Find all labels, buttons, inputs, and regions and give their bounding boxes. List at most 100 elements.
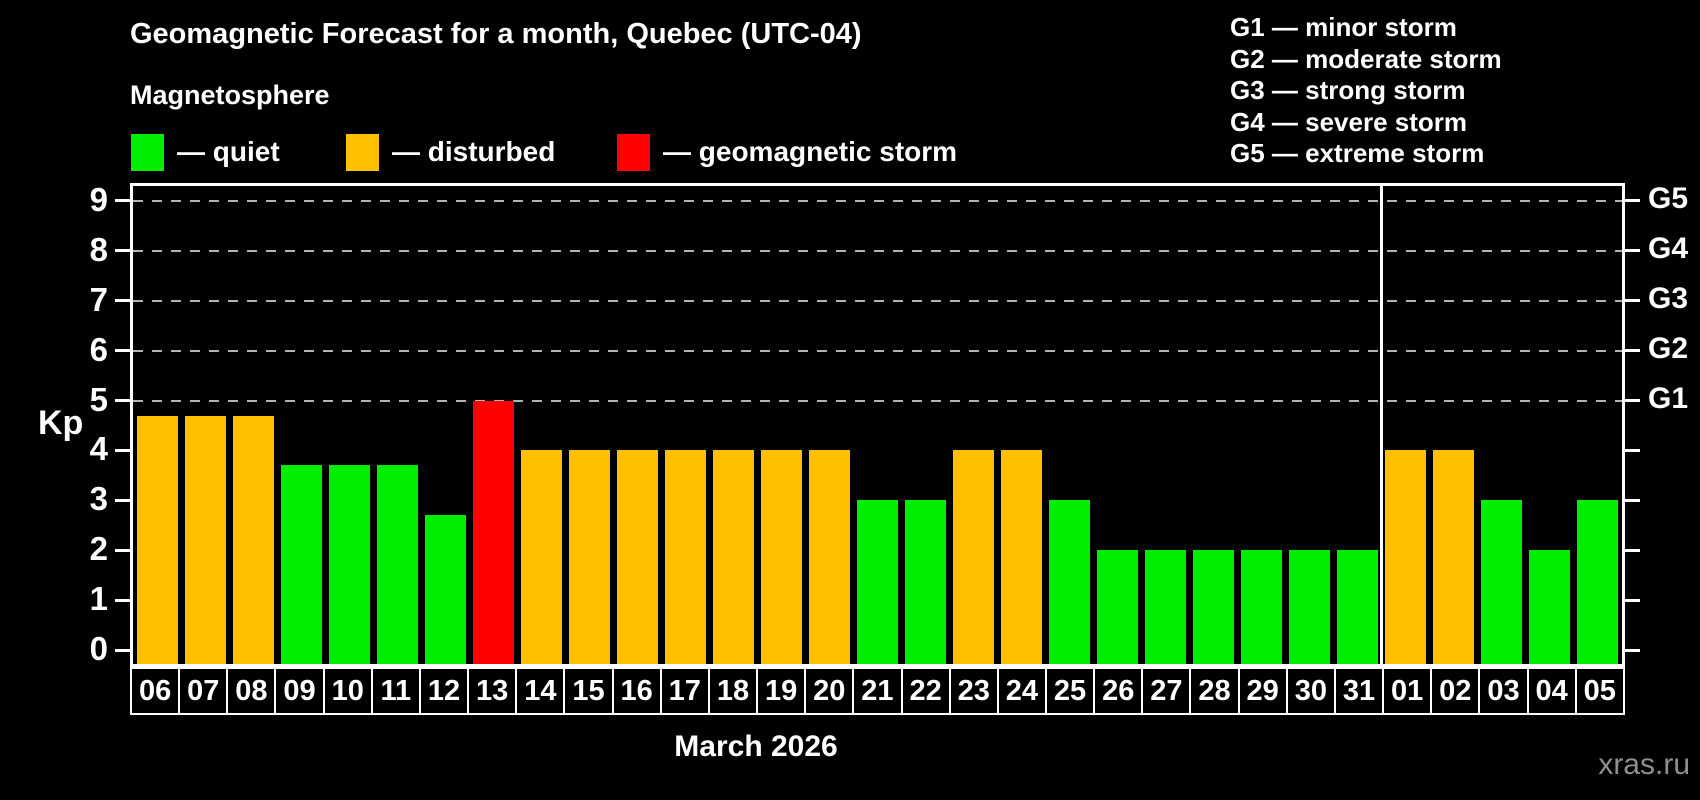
day-cell: 04 <box>1526 667 1577 715</box>
g-legend-line-g4: G4 — severe storm <box>1230 106 1468 137</box>
y-axis-tick-left <box>115 548 130 552</box>
y-axis-tick-right <box>1625 249 1640 253</box>
g-scale-legend: G1 — minor storm G2 — moderate storm G3 … <box>1230 12 1502 170</box>
kp-bar <box>1385 450 1427 664</box>
gridline <box>133 199 1622 202</box>
y-axis-tick-label: 0 <box>89 630 108 667</box>
kp-bar <box>424 515 466 664</box>
day-cell: 12 <box>418 667 470 715</box>
day-cell: 20 <box>804 667 855 715</box>
day-cell: 07 <box>178 667 229 715</box>
kp-bar <box>1481 500 1523 664</box>
legend-item-quiet: — quiet <box>131 132 280 172</box>
kp-bar <box>1097 550 1139 664</box>
y-axis-tick-label: 3 <box>89 480 108 518</box>
kp-bar <box>712 450 754 664</box>
day-cell: 02 <box>1430 667 1481 715</box>
kp-bar <box>616 450 658 664</box>
kp-bar <box>232 415 274 664</box>
day-cell: 09 <box>274 667 325 715</box>
kp-bar <box>1193 550 1235 664</box>
y-axis-tick-label: 6 <box>89 330 108 368</box>
y-axis-tick-right <box>1625 448 1640 452</box>
y-axis-tick-label: 7 <box>89 280 108 318</box>
day-cell: 08 <box>226 667 277 715</box>
y-axis-tick-right <box>1625 299 1640 303</box>
day-cell: 31 <box>1333 667 1385 715</box>
watermark: xras.ru <box>1598 748 1690 781</box>
day-cell: 24 <box>996 667 1047 715</box>
day-cell: 03 <box>1478 667 1529 715</box>
y-axis-tick-left <box>115 598 130 602</box>
day-cell: 28 <box>1189 667 1240 715</box>
g-legend-line-g3: G3 — strong storm <box>1230 75 1466 105</box>
day-cell: 18 <box>707 667 759 715</box>
kp-bar <box>856 500 898 664</box>
y-axis-tick-right <box>1625 349 1640 353</box>
g-scale-label: G1 <box>1648 381 1689 415</box>
y-axis-tick-right <box>1625 548 1640 552</box>
month-divider-line <box>1380 186 1384 664</box>
day-cell: 10 <box>322 667 373 715</box>
kp-bar <box>808 450 850 664</box>
kp-bar <box>472 400 514 664</box>
day-cell: 26 <box>1093 667 1144 715</box>
day-cell: 19 <box>756 667 807 715</box>
month-label: March 2026 <box>674 730 838 763</box>
y-axis-tick-right <box>1625 199 1640 203</box>
legend-quiet-label: — quiet <box>177 136 280 167</box>
kp-axis-label: Kp <box>38 404 84 442</box>
plot-inner <box>133 186 1622 664</box>
y-axis-tick-left <box>115 498 130 502</box>
kp-bar <box>760 450 802 664</box>
legend-disturbed-label: — disturbed <box>392 136 556 167</box>
quiet-color-swatch-icon <box>131 133 164 171</box>
kp-bar <box>905 500 947 664</box>
g-legend-line-g2: G2 — moderate storm <box>1230 43 1502 74</box>
kp-bar <box>1289 550 1331 664</box>
kp-bar <box>184 415 226 664</box>
kp-bar <box>1241 550 1283 664</box>
day-cell: 29 <box>1237 667 1288 715</box>
chart-subtitle: Magnetosphere <box>130 80 330 110</box>
day-cell: 17 <box>659 667 710 715</box>
y-axis-tick-left <box>115 448 130 452</box>
day-cell: 25 <box>1044 667 1096 715</box>
y-axis-tick-left <box>115 299 130 303</box>
kp-bar <box>1337 550 1379 664</box>
kp-bar <box>664 450 706 664</box>
gridline <box>133 349 1622 352</box>
kp-bar <box>136 415 178 664</box>
day-cell: 30 <box>1285 667 1336 715</box>
kp-bar <box>568 450 610 664</box>
gridline <box>133 299 1622 302</box>
g-scale-label: G5 <box>1648 181 1689 215</box>
day-cell: 23 <box>948 667 999 715</box>
day-cell: 05 <box>1574 667 1625 715</box>
gridline <box>133 249 1622 252</box>
kp-bar <box>1433 450 1475 664</box>
y-axis-tick-left <box>115 199 130 203</box>
day-label-row: 06 07 08 09 10 11 12 13 14 15 16 17 18 19 20 21 22 23 24 25… <box>130 667 1625 715</box>
y-axis-tick-right <box>1625 498 1640 502</box>
kp-bar <box>520 450 562 664</box>
y-axis-tick-left <box>115 399 130 403</box>
kp-bar <box>1529 550 1571 664</box>
y-axis-tick-left <box>115 648 130 652</box>
day-cell: 16 <box>611 667 662 715</box>
legend-storm-label: — geomagnetic storm <box>663 136 958 167</box>
legend-item-storm: — geomagnetic storm <box>617 132 957 172</box>
y-axis-tick-right <box>1625 648 1640 652</box>
gridline <box>133 399 1622 402</box>
kp-bar <box>1577 500 1619 664</box>
kp-bar <box>1049 500 1091 664</box>
kp-bar <box>280 465 322 664</box>
g-scale-label: G2 <box>1648 331 1689 365</box>
y-axis-tick-label: 8 <box>89 230 108 268</box>
kp-bar <box>1001 450 1043 664</box>
day-cell: 11 <box>370 667 421 715</box>
g-legend-line-g1: G1 — minor storm <box>1230 12 1457 42</box>
day-cell: 22 <box>900 667 951 715</box>
day-cell: 06 <box>130 667 181 715</box>
g-scale-label: G3 <box>1648 281 1689 315</box>
